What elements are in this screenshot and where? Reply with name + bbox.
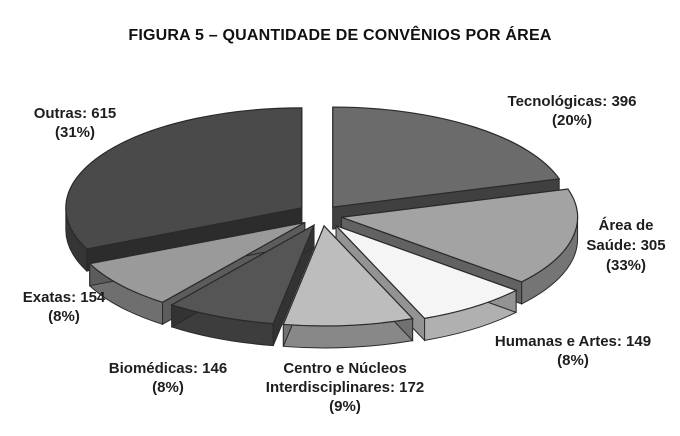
slice-centro xyxy=(282,224,414,327)
slice-label-saude-1: Área de xyxy=(598,217,653,234)
slice-percent-saude: (33%) xyxy=(606,257,646,274)
slice-label-centro-2: Interdisciplinares: 172 xyxy=(266,379,424,396)
slice-percent-biomedicas: (8%) xyxy=(152,379,184,396)
slice-percent-outras: (31%) xyxy=(55,124,95,141)
slice-label-exatas: Exatas: 154 xyxy=(23,289,106,306)
pie-slices xyxy=(65,106,579,349)
slice-humanas xyxy=(335,225,518,320)
slice-percent-centro: (9%) xyxy=(329,398,361,415)
slice-label-tecnologicas: Tecnológicas: 396 xyxy=(508,93,637,110)
slice-biomedicas xyxy=(170,223,316,325)
slice-label-biomedicas: Biomédicas: 146 xyxy=(109,360,227,377)
slice-label-humanas: Humanas e Artes: 149 xyxy=(495,333,651,350)
slice-area xyxy=(341,188,579,283)
chart-title: FIGURA 5 – QUANTIDADE DE CONVÊNIOS POR Á… xyxy=(128,25,551,44)
slice-label-centro-1: Centro e Núcleos xyxy=(283,360,406,377)
slice-percent-exatas: (8%) xyxy=(48,308,80,325)
slice-tecnologicas xyxy=(332,106,561,208)
slice-exatas xyxy=(88,221,306,303)
slice-percent-humanas: (8%) xyxy=(557,352,589,369)
slice-outras xyxy=(65,107,303,250)
slice-percent-tecnologicas: (20%) xyxy=(552,112,592,129)
slice-label-outras: Outras: 615 xyxy=(34,105,117,122)
slice-label-saude-2: Saúde: 305 xyxy=(586,237,665,254)
